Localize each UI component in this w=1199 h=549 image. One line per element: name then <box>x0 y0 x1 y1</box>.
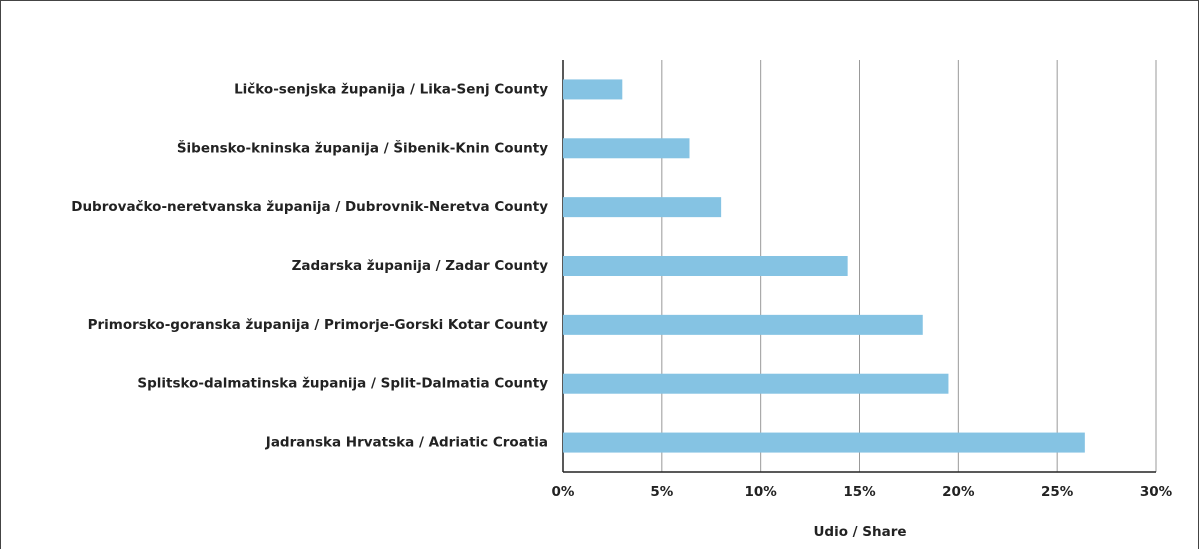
bar <box>563 432 1085 453</box>
x-tick-label: 25% <box>1041 484 1074 500</box>
bar <box>563 197 722 218</box>
bar <box>563 373 949 394</box>
x-tick-label: 30% <box>1140 484 1173 500</box>
y-tick-label: Dubrovačko-neretvanska županija / Dubrov… <box>71 199 548 215</box>
x-tick-label: 5% <box>650 484 673 500</box>
y-tick-label: Jadranska Hrvatska / Adriatic Croatia <box>265 435 548 451</box>
x-axis-label: Udio / Share <box>813 524 906 540</box>
x-tick-label: 10% <box>745 484 778 500</box>
bar <box>563 256 848 276</box>
y-tick-label: Šibensko-kninska županija / Šibenik-Knin… <box>177 138 548 156</box>
bar <box>563 138 690 159</box>
x-tick-label: 20% <box>942 484 975 500</box>
y-tick-label: Splitsko-dalmatinska županija / Split-Da… <box>137 376 548 392</box>
y-tick-label: Primorsko-goranska županija / Primorje-G… <box>88 317 549 333</box>
x-tick-label: 0% <box>552 484 575 500</box>
y-tick-label: Ličko-senjska županija / Lika-Senj Count… <box>234 81 548 97</box>
bar <box>563 314 923 335</box>
bar <box>563 79 623 100</box>
x-tick-label: 15% <box>843 484 876 500</box>
y-tick-label: Zadarska županija / Zadar County <box>292 258 549 274</box>
